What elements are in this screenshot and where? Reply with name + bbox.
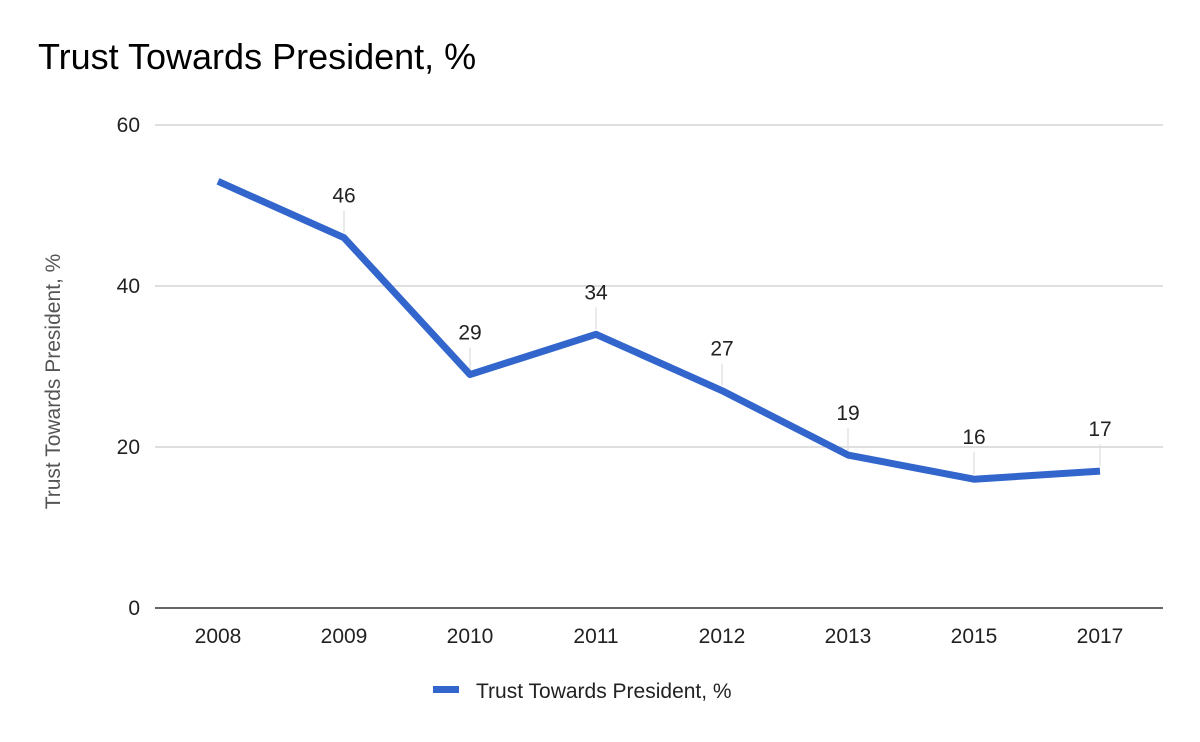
y-tick-label: 0	[128, 597, 140, 620]
y-axis-title: Trust Towards President, %	[42, 254, 65, 510]
data-label: 17	[1088, 418, 1111, 441]
data-label: 27	[710, 338, 733, 361]
legend-label: Trust Towards President, %	[476, 680, 732, 703]
y-tick-label: 20	[117, 436, 140, 459]
x-tick-label: 2015	[951, 625, 998, 648]
data-labels: 46 29 34 27 19 16 17	[332, 185, 1111, 450]
legend-swatch	[433, 686, 459, 693]
data-label: 46	[332, 185, 355, 208]
x-tick-label: 2010	[447, 625, 494, 648]
data-label: 16	[962, 426, 985, 449]
data-label: 34	[584, 281, 608, 304]
chart-title: Trust Towards President, %	[38, 36, 477, 77]
axes: 0 20 40 60 2008 2009 2010 2011 2012 2013 2015 2017 T…	[42, 114, 1163, 648]
data-label: 29	[458, 322, 481, 345]
x-tick-label: 2008	[195, 625, 242, 648]
x-tick-label: 2012	[699, 625, 746, 648]
legend: Trust Towards President, %	[433, 680, 732, 703]
grid-lines	[155, 124, 1163, 448]
x-tick-label: 2009	[321, 625, 368, 648]
series-line	[216, 178, 1101, 483]
y-tick-label: 60	[117, 114, 140, 137]
x-tick-label: 2011	[573, 625, 618, 648]
series-lines	[216, 178, 1101, 483]
y-tick-label: 40	[117, 275, 140, 298]
data-label-leaders	[343, 210, 1101, 475]
x-tick-label: 2013	[825, 625, 872, 648]
data-label: 19	[836, 402, 859, 425]
x-tick-label: 2017	[1077, 625, 1124, 648]
